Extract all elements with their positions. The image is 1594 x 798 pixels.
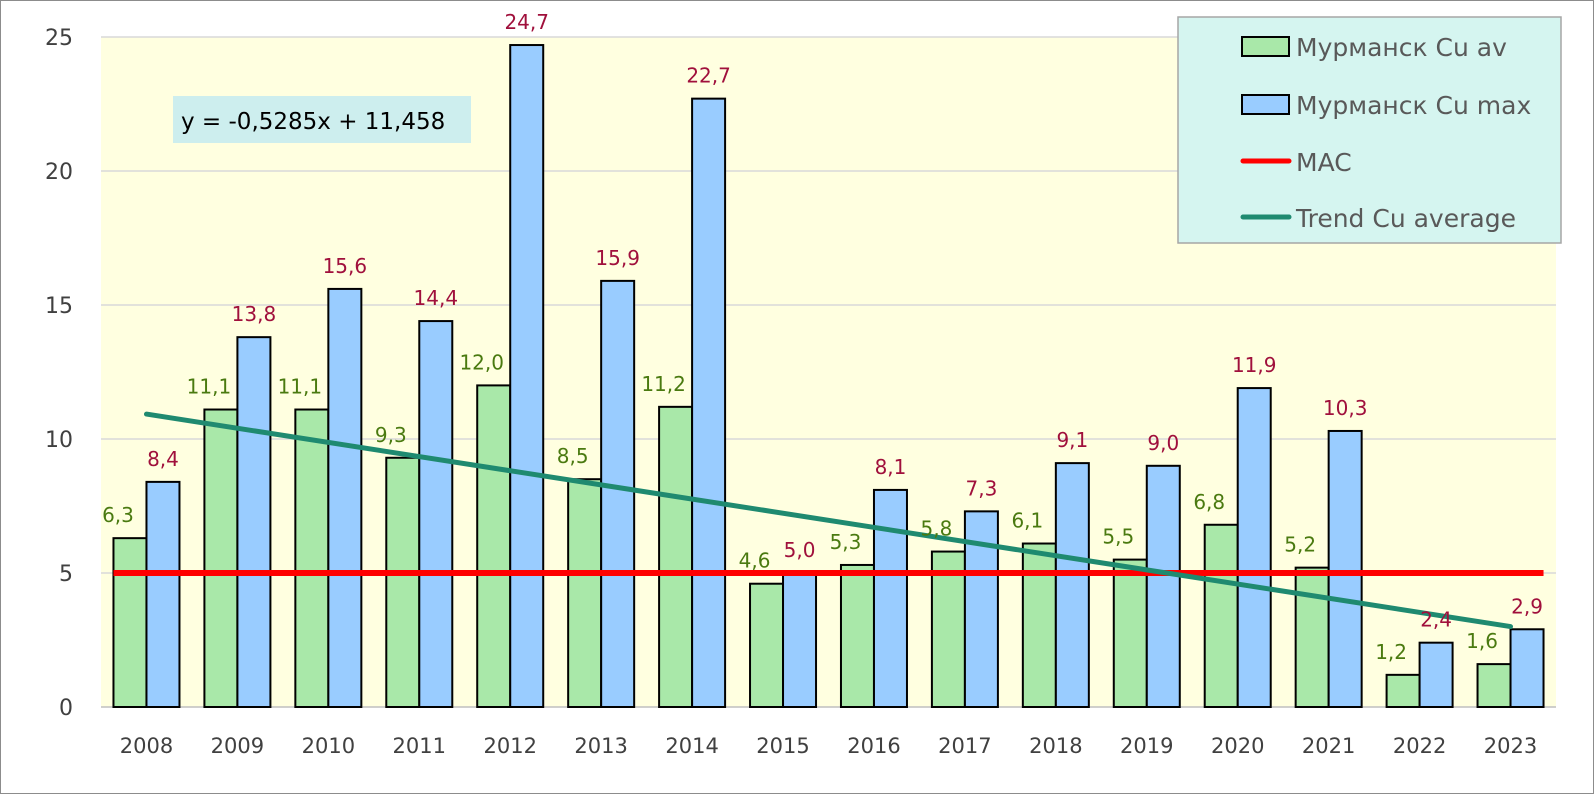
data-label-cu-av: 1,2	[1375, 640, 1407, 664]
bar-cu-max	[691, 97, 727, 708]
data-label-cu-max: 22,7	[686, 64, 731, 88]
bar-cu-av	[112, 537, 148, 708]
x-tick-label: 2008	[120, 734, 173, 758]
bar-cu-max	[236, 336, 272, 708]
x-tick-label: 2022	[1393, 734, 1446, 758]
y-tick-label: 20	[45, 160, 73, 185]
data-label-cu-av: 5,8	[921, 517, 953, 541]
x-tick-label: 2018	[1029, 734, 1082, 758]
bar-cu-av	[1112, 558, 1148, 708]
bar-cu-av	[476, 384, 512, 708]
x-tick-label: 2014	[665, 734, 718, 758]
bar-cu-max	[509, 44, 545, 709]
x-tick-label: 2015	[756, 734, 809, 758]
x-tick-label: 2021	[1302, 734, 1355, 758]
data-label-cu-av: 11,1	[278, 375, 323, 399]
legend-label: Trend Cu average	[1295, 204, 1516, 233]
data-label-cu-max: 8,1	[875, 455, 907, 479]
trend-equation: y = -0,5285x + 11,458	[181, 109, 445, 135]
legend-swatch-cu-max	[1241, 94, 1290, 115]
legend-label: Мурманск Cu av	[1296, 33, 1507, 62]
data-label-cu-max: 8,4	[147, 447, 179, 471]
data-label-cu-av: 1,6	[1466, 629, 1498, 653]
equation-box	[173, 96, 471, 143]
x-tick-label: 2020	[1211, 734, 1264, 758]
y-tick-label: 5	[59, 562, 73, 587]
bar-cu-av	[839, 563, 875, 709]
data-label-cu-av: 11,2	[641, 372, 686, 396]
bar-cu-av	[658, 405, 694, 708]
x-tick-label: 2023	[1484, 734, 1537, 758]
bar-cu-max	[418, 320, 454, 708]
bar-cu-av	[1476, 663, 1512, 708]
x-tick-label: 2012	[483, 734, 536, 758]
data-label-cu-max: 11,9	[1232, 353, 1277, 377]
bar-cu-max	[145, 480, 181, 708]
x-tick-label: 2013	[574, 734, 627, 758]
data-label-cu-max: 15,6	[323, 254, 368, 278]
y-tick-label: 25	[45, 26, 73, 51]
data-label-cu-max: 9,1	[1056, 428, 1088, 452]
y-tick-label: 10	[45, 428, 73, 453]
x-tick-label: 2010	[302, 734, 355, 758]
bar-cu-max	[600, 279, 636, 708]
legend-swatch-cu-av	[1241, 36, 1290, 57]
bar-cu-av	[294, 408, 330, 708]
bar-cu-max	[1327, 429, 1363, 708]
data-label-cu-max: 13,8	[232, 302, 277, 326]
y-tick-label: 15	[45, 294, 73, 319]
bar-cu-av	[749, 582, 785, 708]
data-label-cu-max: 14,4	[414, 286, 459, 310]
bar-cu-av	[385, 456, 421, 709]
data-label-cu-av: 9,3	[375, 423, 407, 447]
bar-cu-av	[203, 408, 239, 708]
data-label-cu-av: 6,8	[1193, 490, 1225, 514]
data-label-cu-max: 24,7	[504, 10, 549, 34]
bar-cu-av	[1021, 542, 1057, 709]
x-tick-label: 2016	[847, 734, 900, 758]
bar-cu-max	[1236, 387, 1272, 708]
data-label-cu-max: 10,3	[1323, 396, 1368, 420]
data-label-cu-av: 12,0	[459, 350, 504, 374]
bar-cu-max	[782, 572, 818, 708]
data-label-cu-max: 15,9	[595, 246, 640, 270]
bar-cu-max	[872, 488, 908, 709]
data-label-cu-av: 6,1	[1011, 509, 1043, 533]
trend-line	[143, 411, 1514, 630]
data-label-cu-max: 9,0	[1147, 431, 1179, 455]
data-label-cu-max: 2,9	[1511, 594, 1543, 618]
data-label-cu-av: 5,2	[1284, 533, 1316, 557]
bar-cu-max	[1054, 462, 1090, 708]
y-tick-label: 0	[59, 696, 73, 721]
data-label-cu-max: 5,0	[784, 538, 816, 562]
legend-label: Мурманск Cu max	[1296, 91, 1531, 120]
legend-label: MAC	[1296, 148, 1352, 177]
data-label-cu-max: 2,4	[1420, 608, 1452, 632]
bar-cu-max	[1509, 628, 1545, 709]
bar-cu-max	[1145, 464, 1181, 708]
data-label-cu-av: 5,3	[830, 530, 862, 554]
data-label-cu-av: 5,5	[1102, 525, 1134, 549]
x-tick-label: 2019	[1120, 734, 1173, 758]
bar-cu-av	[1203, 523, 1239, 709]
data-label-cu-av: 4,6	[739, 549, 771, 573]
data-label-cu-av: 8,5	[557, 444, 589, 468]
bar-cu-av	[567, 478, 603, 709]
data-label-cu-av: 6,3	[102, 503, 134, 527]
x-tick-label: 2011	[393, 734, 446, 758]
x-tick-label: 2009	[211, 734, 264, 758]
bar-cu-max	[327, 287, 363, 708]
bar-cu-av	[1385, 673, 1421, 709]
bar-cu-av	[1294, 566, 1330, 709]
data-label-cu-max: 7,3	[966, 476, 998, 500]
x-tick-label: 2017	[938, 734, 991, 758]
bar-cu-max	[1418, 641, 1454, 708]
data-label-cu-av: 11,1	[187, 375, 232, 399]
